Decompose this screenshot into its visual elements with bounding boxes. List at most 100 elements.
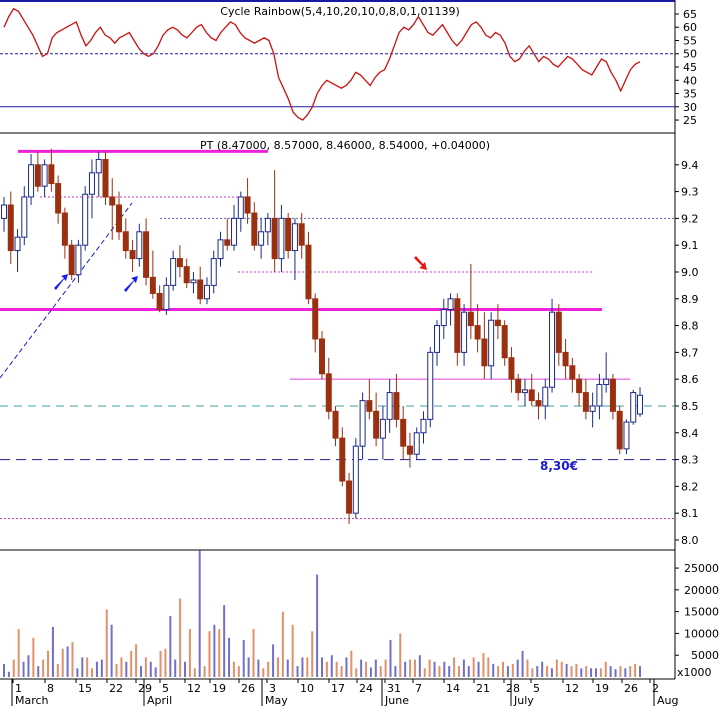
volume-bar	[135, 644, 138, 677]
candle-body	[352, 445, 359, 514]
volume-bar	[291, 624, 294, 677]
candle-body	[264, 217, 271, 233]
candle-body	[163, 284, 170, 311]
x-day-label: 28	[506, 682, 520, 695]
volume-bar	[174, 659, 177, 677]
candle-body	[210, 258, 217, 286]
candle-body	[75, 244, 82, 276]
candle-body	[332, 410, 339, 439]
volume-bar	[536, 666, 539, 677]
volume-bar	[149, 661, 152, 677]
signal-arrow-icon	[54, 274, 68, 290]
candle-body	[14, 236, 21, 252]
volume-bar	[179, 598, 182, 677]
volume-bar	[560, 661, 563, 677]
candle-body	[549, 311, 556, 388]
volume-bar	[47, 650, 50, 677]
volume-bar	[482, 653, 485, 677]
candle-body	[535, 400, 542, 407]
volume-bar	[37, 666, 40, 677]
volume-bar	[394, 666, 397, 677]
candle-body	[366, 400, 373, 412]
panel-frames	[0, 0, 676, 680]
candle-body	[129, 250, 136, 260]
volume-bar	[198, 550, 201, 677]
candle-body	[88, 172, 95, 195]
trend-line	[0, 202, 133, 379]
cycle-tick-label: 50	[683, 48, 697, 61]
volume-bar	[316, 574, 319, 677]
cycle-tick-label: 30	[683, 101, 697, 114]
volume-bar	[32, 637, 35, 677]
volume-bar	[125, 661, 128, 677]
candle-body	[400, 418, 407, 447]
volume-bar	[76, 668, 79, 677]
x-day-label: 26	[241, 682, 255, 695]
volume-bar	[193, 668, 196, 677]
volume-bar	[51, 626, 54, 677]
volume-bar	[321, 657, 323, 677]
volume-bar	[184, 661, 187, 677]
candle-body	[258, 231, 265, 246]
volume-bar	[22, 661, 25, 677]
candle-body	[28, 164, 35, 198]
candle-body	[102, 158, 109, 198]
candle-body	[474, 325, 481, 340]
x-month-label: July	[513, 694, 534, 707]
candle-body	[55, 183, 62, 214]
volume-bar	[570, 666, 573, 677]
price-tick-label: 8.3	[681, 454, 699, 467]
volume-bar	[438, 666, 441, 677]
candle-body	[176, 258, 183, 268]
candle-body	[616, 410, 623, 450]
volume-bar	[262, 668, 265, 677]
candle-body	[82, 193, 89, 246]
candle-body	[515, 378, 522, 394]
volume-bar	[306, 657, 309, 677]
volume-bar	[355, 668, 358, 677]
signal-arrow-icon	[124, 276, 138, 292]
candle-body	[136, 231, 143, 260]
x-day-label: 10	[300, 682, 314, 695]
volume-bar	[218, 629, 221, 677]
volume-bar	[453, 657, 456, 677]
volume-bar	[634, 663, 637, 677]
cycle-tick-label: 40	[683, 74, 697, 87]
cycle-tick-label: 55	[683, 34, 697, 47]
volume-bar	[399, 633, 402, 677]
volume-bar	[472, 657, 475, 677]
volume-bar	[340, 666, 343, 677]
volume-bar	[12, 659, 15, 677]
candle-body	[34, 164, 41, 187]
candle-body	[413, 432, 420, 455]
candle-body	[271, 217, 278, 260]
volume-bar	[546, 666, 549, 677]
candle-body	[7, 204, 14, 252]
volume-bar	[413, 659, 416, 677]
candle-body	[637, 394, 643, 415]
candle-body	[494, 319, 501, 327]
volume-bar	[228, 637, 231, 677]
volume-bar	[301, 657, 304, 677]
x-day-label: 17	[331, 682, 345, 695]
volume-bar	[154, 667, 157, 677]
volume-bar	[516, 659, 519, 677]
candle-body	[386, 392, 393, 420]
candle-body	[582, 392, 589, 412]
candle-body	[440, 309, 447, 327]
volume-bar	[541, 661, 544, 677]
price-tick-label: 8.2	[681, 480, 699, 493]
volume-bar	[213, 624, 216, 677]
price-tick-label: 9.2	[681, 212, 699, 225]
volume-tick-label: 25000	[684, 562, 719, 575]
candle-body	[623, 421, 630, 450]
x-day-label: 22	[109, 682, 123, 695]
candle-body	[603, 378, 610, 386]
candle-body	[122, 231, 129, 252]
x-day-label: 15	[78, 682, 92, 695]
volume-bar	[550, 668, 553, 677]
x-day-label: 7	[415, 682, 422, 695]
candle-body	[467, 311, 474, 327]
candle-body	[190, 279, 197, 284]
